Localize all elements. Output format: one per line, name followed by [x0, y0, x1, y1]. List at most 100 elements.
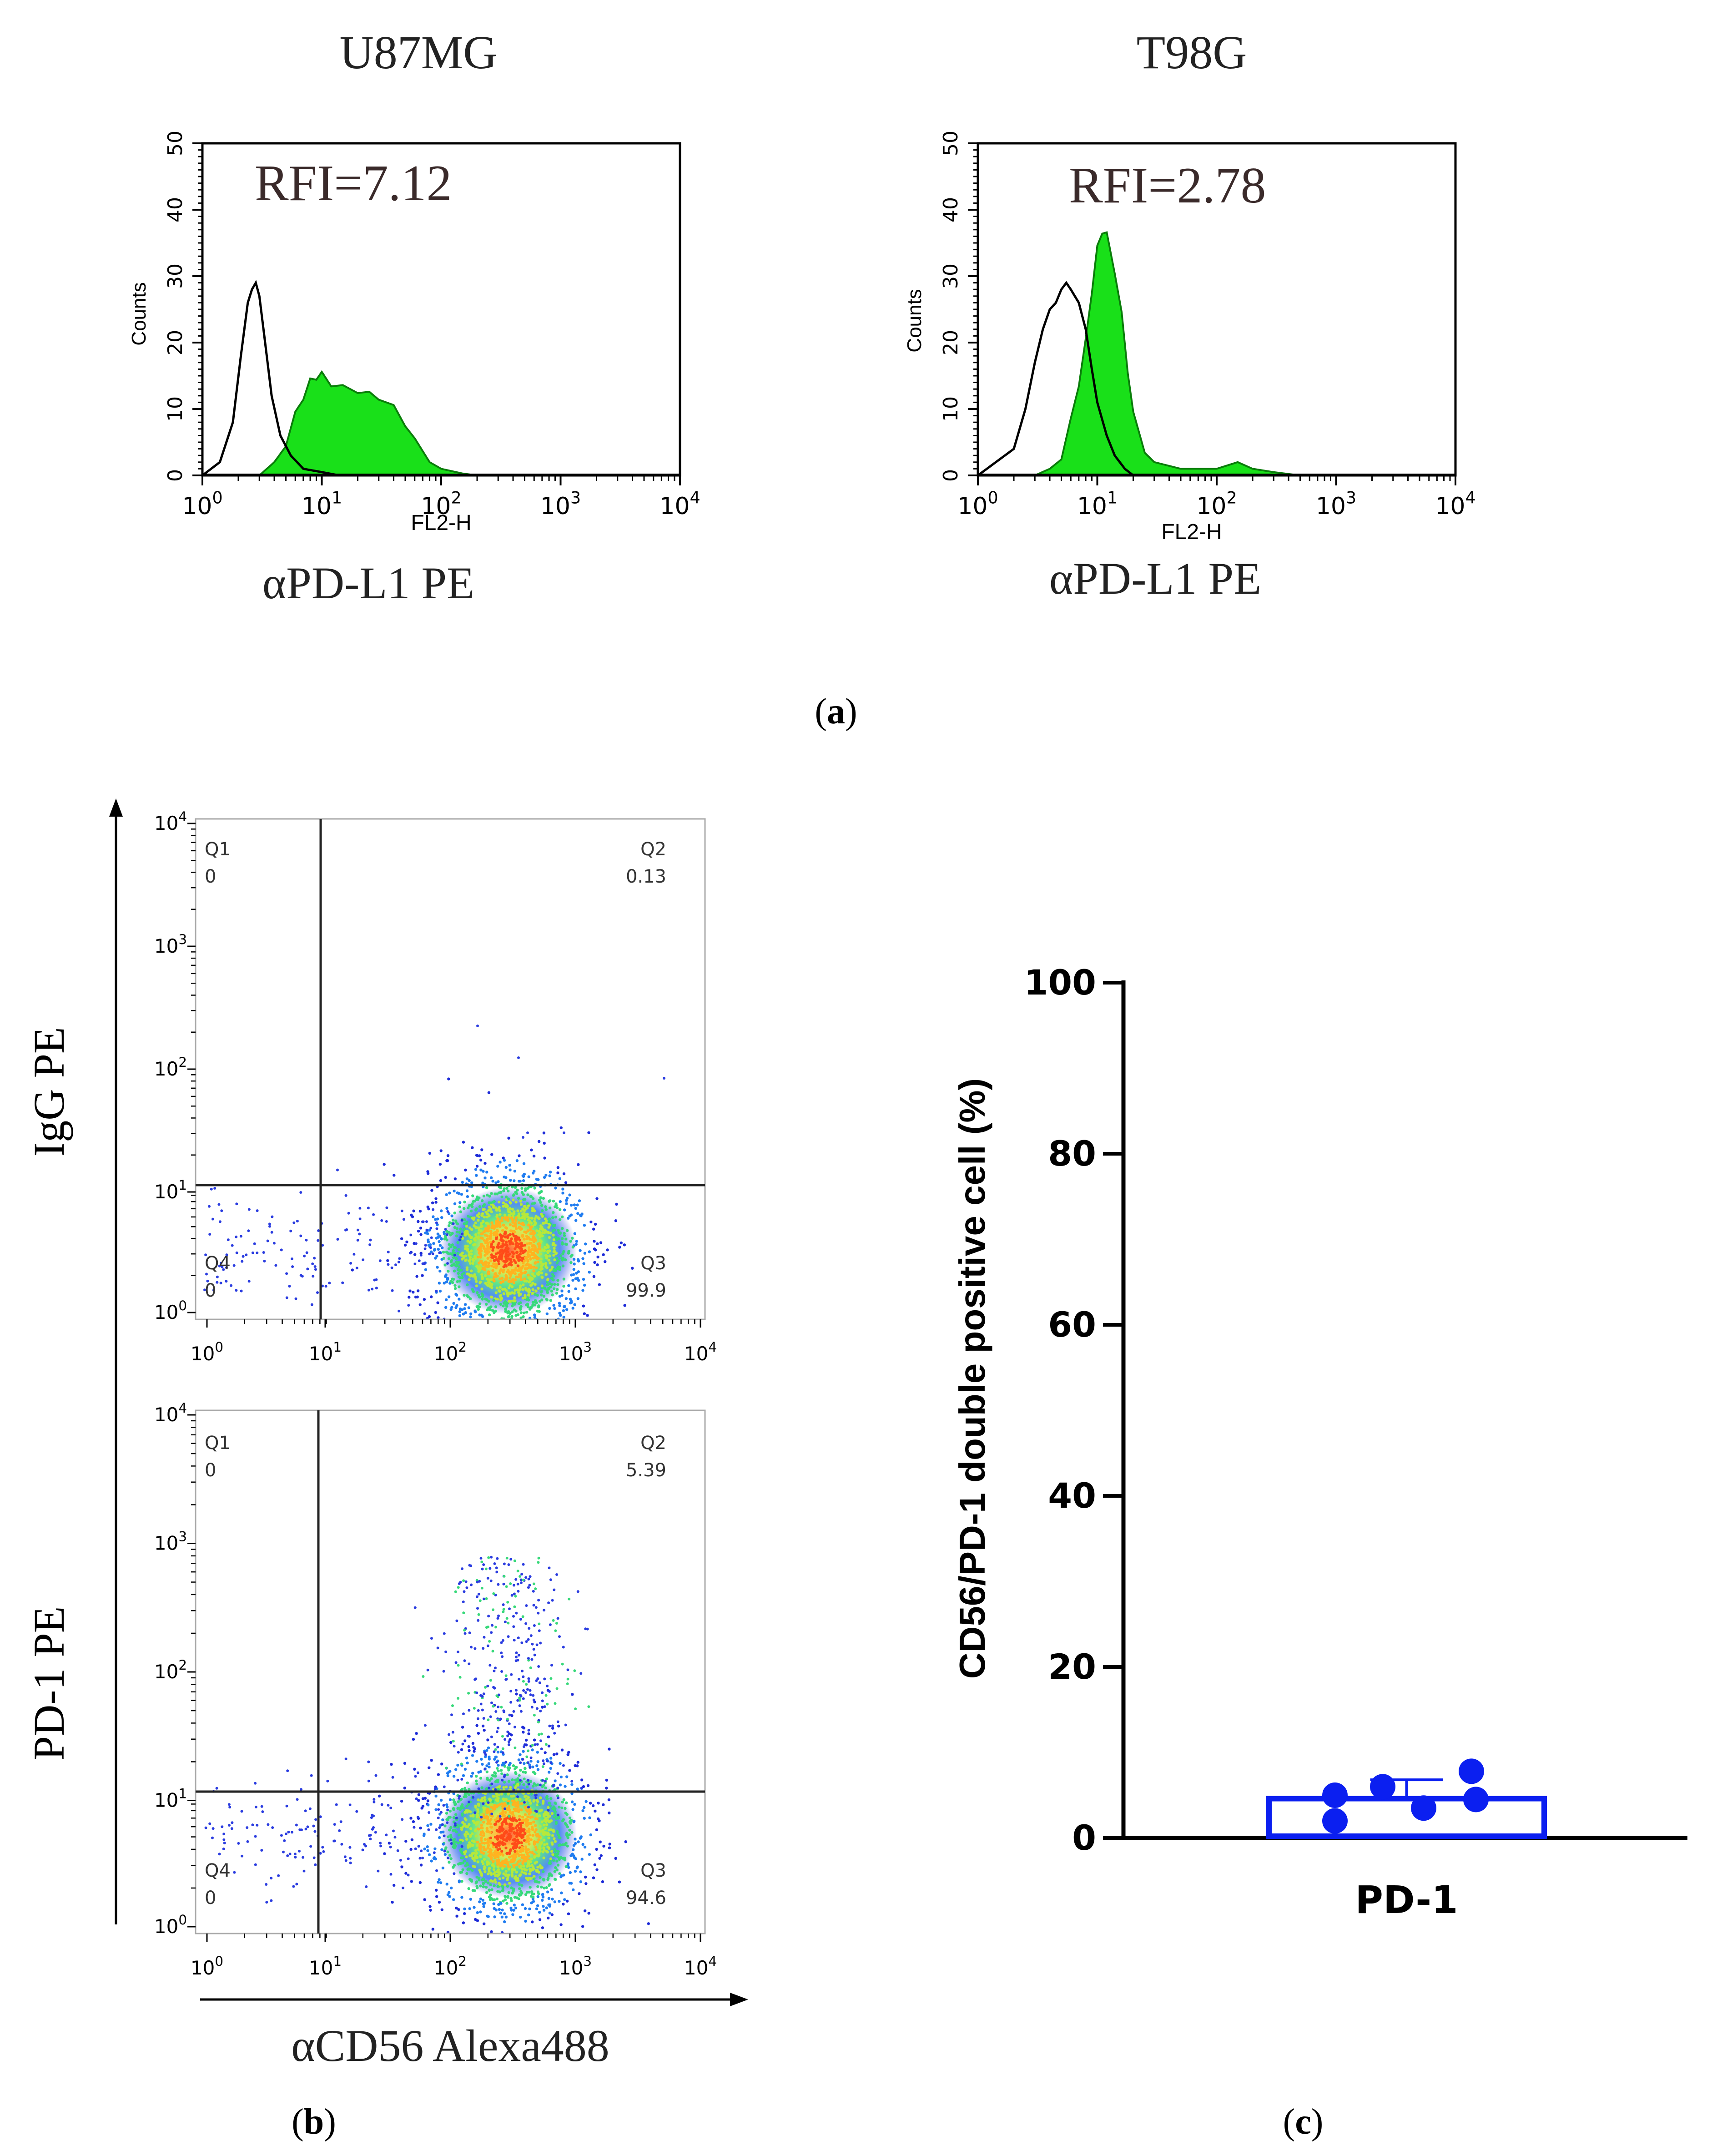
event-dot [500, 1772, 504, 1775]
event-dot [471, 1205, 474, 1208]
event-dot [497, 1180, 500, 1183]
event-dot [483, 1838, 487, 1841]
event-dot [352, 1252, 356, 1256]
event-dot [500, 1829, 504, 1832]
event-dot [484, 1886, 488, 1889]
event-dot [581, 1843, 584, 1846]
event-dot [522, 1864, 526, 1868]
event-dot [565, 1833, 568, 1836]
event-dot [571, 1278, 574, 1282]
event-dot [553, 1900, 557, 1904]
event-dot [515, 1251, 519, 1254]
event-dot [302, 1856, 305, 1859]
event-dot [488, 1640, 491, 1643]
event-dot [565, 1199, 568, 1202]
event-dot [518, 1697, 521, 1700]
event-dot [541, 1830, 544, 1833]
event-dot [441, 1866, 445, 1870]
event-dot [427, 1238, 430, 1242]
event-dot [489, 1259, 493, 1262]
event-dot [502, 1201, 505, 1205]
event-dot [497, 1201, 501, 1204]
event-dot [468, 1800, 471, 1803]
event-dot [291, 1265, 294, 1268]
event-dot [497, 1903, 500, 1906]
event-dot [462, 1601, 465, 1603]
event-dot [529, 1689, 532, 1692]
event-dot [476, 1844, 479, 1847]
event-dot [522, 1783, 525, 1786]
event-dot [534, 1846, 538, 1849]
event-dot [379, 1844, 383, 1848]
x-tick-label: 104 [684, 1954, 717, 1979]
event-dot [408, 1296, 411, 1299]
event-dot [525, 1755, 529, 1758]
event-dot [521, 1819, 524, 1823]
event-dot [483, 1858, 486, 1861]
event-dot [355, 1267, 358, 1270]
event-dot [433, 1248, 436, 1252]
event-dot [387, 1251, 390, 1253]
event-dot [509, 1179, 512, 1182]
event-dot [399, 1858, 402, 1862]
event-dot [477, 1613, 480, 1616]
histogram-title: U87MG [340, 26, 498, 79]
event-dot [241, 1854, 244, 1858]
event-dot [578, 1892, 581, 1895]
event-dot [541, 1699, 544, 1702]
event-dot [531, 1920, 534, 1924]
event-dot [391, 1901, 394, 1904]
event-dot [470, 1236, 473, 1239]
event-dot [560, 1891, 563, 1894]
event-dot [533, 1840, 536, 1843]
event-dot [549, 1623, 552, 1626]
event-dot [475, 1775, 478, 1778]
event-dot [474, 1277, 478, 1281]
event-dot [497, 1804, 500, 1807]
event-dot [488, 1313, 491, 1317]
event-dot [490, 1702, 493, 1704]
event-dot [535, 1880, 538, 1883]
event-dot [462, 1611, 465, 1615]
event-dot [311, 1262, 314, 1265]
event-dot [485, 1764, 488, 1767]
q1-label: Q1 [205, 839, 231, 860]
event-dot [543, 1705, 546, 1708]
event-dot [489, 1872, 493, 1875]
event-dot [529, 1232, 533, 1235]
event-dot [459, 1227, 462, 1231]
event-dot [516, 1188, 519, 1192]
event-dot [438, 1826, 441, 1829]
event-dot [534, 1266, 538, 1270]
event-dot [496, 1617, 499, 1620]
event-dot [547, 1258, 550, 1262]
event-dot [539, 1201, 542, 1204]
event-dot [368, 1243, 372, 1246]
event-dot [391, 1776, 394, 1779]
event-dot [219, 1282, 222, 1285]
event-dot [536, 1890, 540, 1893]
event-dot [468, 1259, 471, 1262]
event-dot [546, 1797, 549, 1800]
event-dot [523, 1801, 526, 1804]
event-dot [463, 1787, 467, 1790]
event-dot [471, 1754, 474, 1757]
event-dot [540, 1732, 543, 1736]
event-dot [455, 1230, 458, 1234]
event-dot [417, 1799, 420, 1802]
event-dot [514, 1938, 516, 1941]
event-dot [476, 1919, 479, 1922]
event-dot [519, 1710, 523, 1713]
event-dot [536, 1707, 539, 1710]
event-dot [501, 1280, 505, 1283]
event-dot [564, 1242, 568, 1246]
event-dot [488, 1803, 491, 1806]
event-dot [497, 1207, 500, 1211]
event-dot [481, 1762, 484, 1766]
event-dot [514, 1772, 518, 1775]
event-dot [310, 1774, 313, 1777]
event-dot [493, 1774, 496, 1778]
event-dot [539, 1239, 542, 1242]
event-dot [453, 1846, 456, 1849]
